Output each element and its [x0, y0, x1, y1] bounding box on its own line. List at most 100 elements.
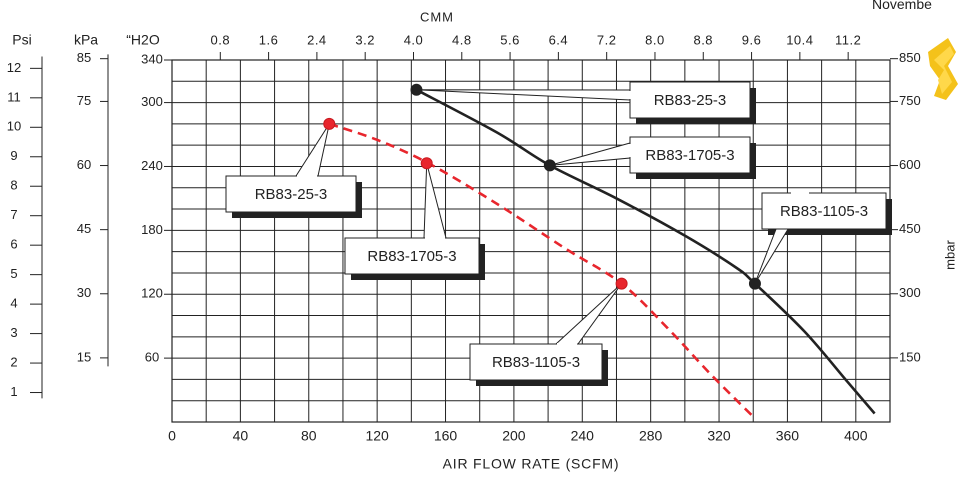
- left-tick-label: 3: [10, 325, 17, 340]
- plot-frame: [171, 59, 891, 423]
- callout-box: [761, 192, 887, 230]
- callout-label: RB83-1105-3: [492, 354, 580, 371]
- left-tick-label: 60: [145, 350, 159, 365]
- x-tick-label: 120: [365, 428, 389, 444]
- right-tick-label: 750: [899, 93, 921, 108]
- callout-label: RB83-1705-3: [367, 248, 456, 265]
- x-tick-label: 0: [168, 428, 176, 444]
- callout-label: RB83-25-3: [654, 92, 727, 109]
- left-tick-label: 45: [77, 221, 91, 236]
- top-tick-label: 6.4: [549, 32, 569, 47]
- x-tick-label: 400: [844, 428, 868, 444]
- left-tick-label: 2: [10, 354, 17, 369]
- top-tick-label: 5.6: [500, 32, 520, 47]
- left-tick-label: 120: [141, 286, 163, 301]
- left-tick-label: 11: [7, 89, 21, 104]
- top-tick-label: 8.0: [645, 32, 665, 47]
- x-tick-label: 280: [639, 428, 663, 444]
- right-tick-label: 300: [899, 285, 921, 300]
- x-tick-label: 200: [502, 428, 526, 444]
- series-line-dashed: [328, 122, 755, 418]
- callout-pointer: [295, 123, 330, 177]
- left-tick-label: 6: [10, 237, 17, 252]
- callout-box: [344, 237, 480, 275]
- callout: RB83-1105-3: [754, 192, 892, 284]
- callout-label: RB83-1705-3: [645, 147, 734, 164]
- top-tick-label: 4.0: [404, 32, 424, 47]
- corner-text: Novembe: [872, 0, 932, 12]
- right-tick-label: 850: [899, 50, 921, 65]
- x-axis-title: AIR FLOW RATE (SCFM): [443, 456, 620, 472]
- top-tick-label: 11.2: [835, 32, 861, 47]
- left-tick-label: 180: [141, 222, 163, 237]
- left-tick-label: 75: [77, 93, 91, 108]
- left-axis-title: “H2O: [126, 32, 160, 48]
- x-tick-label: 40: [233, 428, 249, 444]
- right-tick-label: 150: [899, 349, 921, 364]
- callout: RB83-25-3: [225, 123, 362, 218]
- data-point-marker: [615, 277, 628, 290]
- top-tick-label: 4.8: [452, 32, 472, 47]
- left-axis-title: kPa: [74, 32, 98, 48]
- top-tick-label: 7.2: [597, 32, 617, 47]
- callout-box: [469, 343, 603, 381]
- x-tick-label: 240: [571, 428, 595, 444]
- right-axis-title: mbar: [942, 240, 957, 270]
- callout-pointer: [416, 89, 631, 101]
- x-tick-label: 80: [301, 428, 317, 444]
- top-tick-label: 3.2: [355, 32, 375, 47]
- left-tick-label: 85: [77, 50, 91, 65]
- callout-box: [629, 136, 751, 174]
- top-tick-label: 0.8: [211, 32, 231, 47]
- callout-label: RB83-25-3: [255, 186, 328, 203]
- left-tick-label: 9: [10, 148, 17, 163]
- data-point-marker: [323, 117, 336, 130]
- data-point-marker: [410, 83, 423, 96]
- callout: RB83-25-3: [416, 81, 756, 124]
- callout: RB83-1705-3: [344, 163, 485, 280]
- marker-layer: [323, 83, 761, 290]
- callout-pointer: [549, 142, 631, 166]
- top-axis-title: CMM: [420, 9, 454, 24]
- x-tick-label: 320: [707, 428, 731, 444]
- top-tick-label: 1.6: [259, 32, 279, 47]
- left-tick-label: 1: [10, 384, 17, 399]
- left-tick-label: 60: [77, 157, 91, 172]
- callout-layer: RB83-25-3 RB83-1705-3 RB83-1105-3 RB83-25-3…: [225, 81, 892, 386]
- top-tick-label: 8.8: [693, 32, 713, 47]
- left-tick-label: 8: [10, 178, 17, 193]
- right-tick-label: 600: [899, 157, 921, 172]
- top-tick-label: 10.4: [786, 32, 813, 47]
- callout: RB83-1705-3: [549, 136, 756, 179]
- left-tick-label: 5: [10, 266, 17, 281]
- x-tick-label: 360: [776, 428, 800, 444]
- left-tick-label: 240: [141, 158, 163, 173]
- yellow-arrow-icon: [928, 38, 958, 100]
- data-point-marker: [543, 159, 556, 172]
- series-line-solid: [415, 88, 876, 415]
- left-tick-label: 340: [141, 51, 163, 66]
- left-tick-label: 7: [10, 207, 17, 222]
- left-tick-label: 12: [7, 60, 21, 75]
- callout-box: [629, 81, 751, 119]
- x-tick-label: 160: [434, 428, 458, 444]
- callout-pointer: [423, 163, 447, 239]
- right-tick-label: 450: [899, 221, 921, 236]
- callout-label: RB83-1105-3: [780, 203, 868, 220]
- top-tick-label: 2.4: [307, 32, 327, 47]
- left-tick-label: 15: [77, 349, 91, 364]
- callout-pointer: [554, 283, 623, 345]
- callout: RB83-1105-3: [469, 283, 623, 386]
- left-tick-label: 4: [10, 296, 17, 311]
- left-tick-label: 30: [77, 285, 91, 300]
- left-tick-label: 300: [141, 94, 163, 109]
- data-point-marker: [748, 277, 761, 290]
- callout-box: [225, 175, 357, 213]
- left-axis-title: Psi: [12, 32, 31, 48]
- series-layer: [328, 88, 876, 418]
- left-tick-label: 10: [7, 119, 21, 134]
- data-point-marker: [420, 157, 433, 170]
